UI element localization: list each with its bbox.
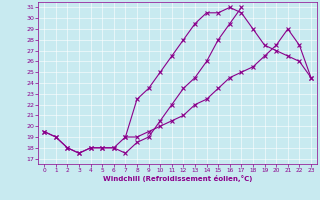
- X-axis label: Windchill (Refroidissement éolien,°C): Windchill (Refroidissement éolien,°C): [103, 175, 252, 182]
